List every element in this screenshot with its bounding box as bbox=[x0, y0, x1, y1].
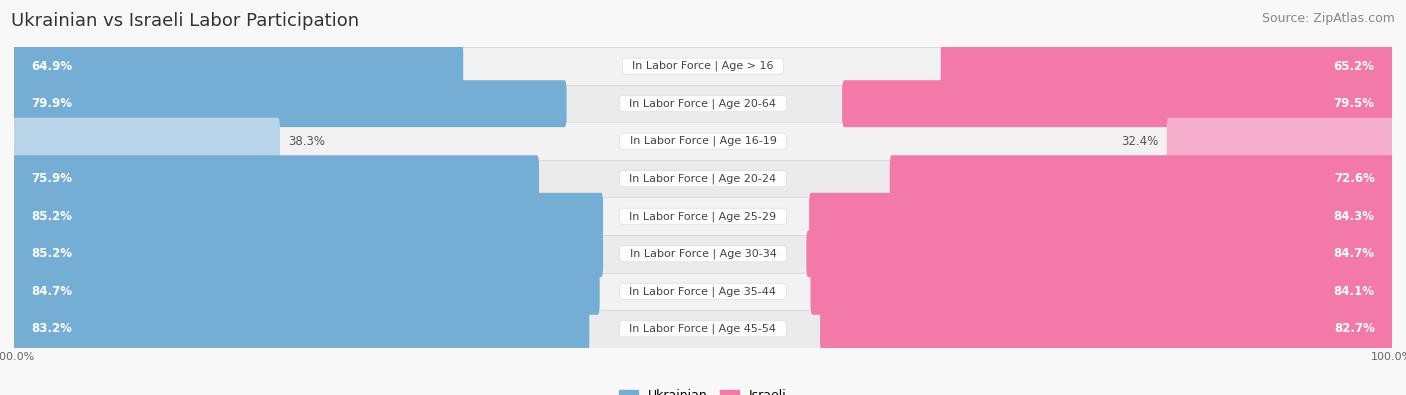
Text: 83.2%: 83.2% bbox=[31, 322, 72, 335]
FancyBboxPatch shape bbox=[941, 43, 1393, 90]
Text: In Labor Force | Age 25-29: In Labor Force | Age 25-29 bbox=[623, 211, 783, 222]
Bar bbox=[14, 160, 1392, 198]
FancyBboxPatch shape bbox=[842, 80, 1393, 127]
Text: In Labor Force | Age 30-34: In Labor Force | Age 30-34 bbox=[623, 248, 783, 259]
Text: 85.2%: 85.2% bbox=[31, 247, 72, 260]
FancyBboxPatch shape bbox=[13, 43, 463, 90]
Text: 38.3%: 38.3% bbox=[288, 135, 325, 148]
FancyBboxPatch shape bbox=[13, 230, 603, 277]
Text: 84.1%: 84.1% bbox=[1334, 285, 1375, 298]
Text: In Labor Force | Age 45-54: In Labor Force | Age 45-54 bbox=[623, 324, 783, 334]
Text: 79.5%: 79.5% bbox=[1334, 97, 1375, 110]
FancyBboxPatch shape bbox=[808, 193, 1393, 240]
Text: 65.2%: 65.2% bbox=[1334, 60, 1375, 73]
FancyBboxPatch shape bbox=[13, 193, 603, 240]
FancyBboxPatch shape bbox=[13, 155, 538, 202]
FancyBboxPatch shape bbox=[820, 305, 1393, 352]
Text: In Labor Force | Age 20-24: In Labor Force | Age 20-24 bbox=[623, 173, 783, 184]
FancyBboxPatch shape bbox=[13, 118, 280, 165]
Text: 84.3%: 84.3% bbox=[1334, 210, 1375, 223]
Bar bbox=[14, 235, 1392, 273]
FancyBboxPatch shape bbox=[810, 268, 1393, 315]
Text: Source: ZipAtlas.com: Source: ZipAtlas.com bbox=[1261, 12, 1395, 25]
FancyBboxPatch shape bbox=[13, 305, 589, 352]
Text: 32.4%: 32.4% bbox=[1121, 135, 1159, 148]
Text: 85.2%: 85.2% bbox=[31, 210, 72, 223]
Text: 79.9%: 79.9% bbox=[31, 97, 72, 110]
Bar bbox=[14, 122, 1392, 160]
Text: 75.9%: 75.9% bbox=[31, 172, 72, 185]
Text: 64.9%: 64.9% bbox=[31, 60, 72, 73]
Text: In Labor Force | Age 35-44: In Labor Force | Age 35-44 bbox=[623, 286, 783, 297]
FancyBboxPatch shape bbox=[13, 80, 567, 127]
Bar bbox=[14, 198, 1392, 235]
Bar bbox=[14, 310, 1392, 348]
FancyBboxPatch shape bbox=[1167, 118, 1393, 165]
Text: 72.6%: 72.6% bbox=[1334, 172, 1375, 185]
Legend: Ukrainian, Israeli: Ukrainian, Israeli bbox=[614, 384, 792, 395]
Text: Ukrainian vs Israeli Labor Participation: Ukrainian vs Israeli Labor Participation bbox=[11, 12, 360, 30]
Text: 82.7%: 82.7% bbox=[1334, 322, 1375, 335]
Text: 84.7%: 84.7% bbox=[1334, 247, 1375, 260]
FancyBboxPatch shape bbox=[807, 230, 1393, 277]
Text: 84.7%: 84.7% bbox=[31, 285, 72, 298]
Text: In Labor Force | Age 16-19: In Labor Force | Age 16-19 bbox=[623, 136, 783, 147]
FancyBboxPatch shape bbox=[13, 268, 599, 315]
FancyBboxPatch shape bbox=[890, 155, 1393, 202]
Bar bbox=[14, 47, 1392, 85]
Text: In Labor Force | Age 20-64: In Labor Force | Age 20-64 bbox=[623, 98, 783, 109]
Bar bbox=[14, 273, 1392, 310]
Bar bbox=[14, 85, 1392, 122]
Text: In Labor Force | Age > 16: In Labor Force | Age > 16 bbox=[626, 61, 780, 71]
